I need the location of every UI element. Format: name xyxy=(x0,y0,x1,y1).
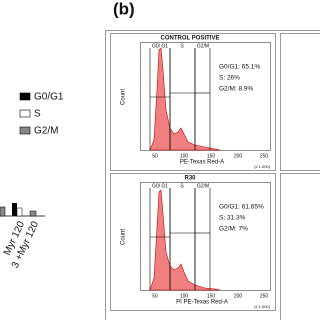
panel-partial xyxy=(280,33,320,171)
x-tick-label: 250 xyxy=(260,153,269,159)
bar xyxy=(16,207,23,217)
legend-swatch xyxy=(19,126,31,135)
x-tick-label: 50 xyxy=(152,293,158,299)
x-tick-label: 100 xyxy=(180,153,189,159)
stat: G0/G1: 61.65% xyxy=(219,204,264,211)
stat: S: 31.3% xyxy=(219,215,246,222)
stat: S: 26% xyxy=(219,75,240,82)
x-label: PE-Texas Red-A xyxy=(180,160,224,166)
x-tick-label: 200 xyxy=(234,153,243,159)
gate-label: G0/ G1 xyxy=(152,183,168,189)
gate-label: S xyxy=(180,43,184,49)
histogram xyxy=(149,47,221,151)
legend-label: G0/G1 xyxy=(34,92,64,103)
x-tick-label: 250 xyxy=(260,293,269,299)
x-unit: (x 1,000) xyxy=(254,164,270,169)
x-tick-label: 50 xyxy=(152,153,158,159)
x-tick-label: 150 xyxy=(207,293,216,299)
stat: G2/M: 8.9% xyxy=(219,86,254,93)
bar xyxy=(0,206,6,217)
bar xyxy=(29,210,37,217)
figure-label: (b) xyxy=(113,0,135,18)
gate-label: G2/M xyxy=(197,43,209,49)
legend-label: S xyxy=(34,109,41,120)
x-tick-label: 200 xyxy=(234,293,243,299)
x-tick-label: 150 xyxy=(207,153,216,159)
legend-swatch xyxy=(19,92,31,101)
legend-label: G2/M xyxy=(34,126,58,137)
x-tick-label: 100 xyxy=(180,293,189,299)
histogram xyxy=(149,189,221,291)
panel-title: CONTROL POSITIVE xyxy=(161,36,220,42)
stat: G2/M: 7% xyxy=(219,226,248,233)
panel-title: R30 xyxy=(184,176,196,182)
gate-label: S xyxy=(180,183,184,189)
x-label: PI PE-Texas Red-A xyxy=(176,300,228,306)
stat: G0/G1: 65.1% xyxy=(219,64,260,71)
y-label: Count xyxy=(121,229,127,245)
y-label: Count xyxy=(121,89,127,105)
legend-swatch xyxy=(19,109,31,118)
panel-partial xyxy=(280,173,320,320)
bar xyxy=(12,203,17,216)
x-unit: (x 1,000) xyxy=(254,304,270,309)
gate-label: G0/ G1 xyxy=(152,43,168,49)
gate-label: G2/M xyxy=(197,183,209,189)
frame xyxy=(105,30,320,320)
